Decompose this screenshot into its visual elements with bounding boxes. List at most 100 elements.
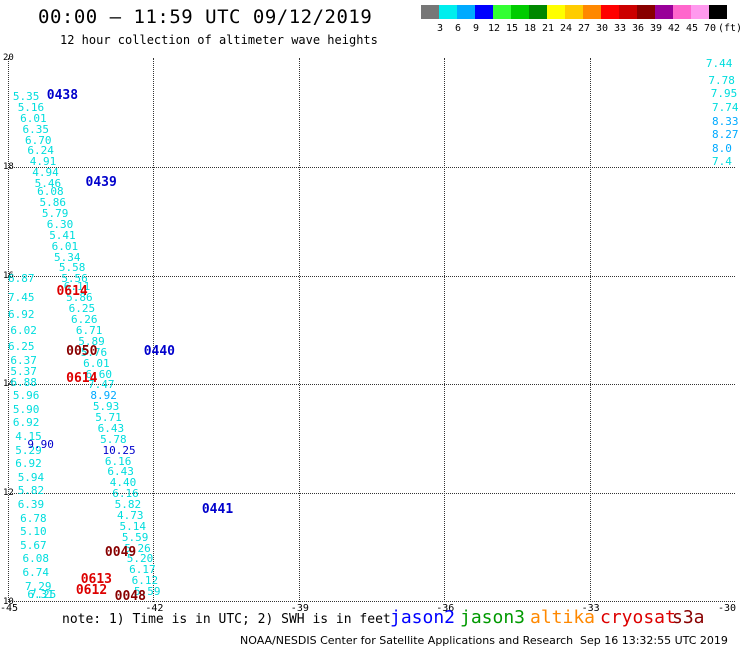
wave-height-value: 6.78 bbox=[20, 511, 47, 525]
color-scale-label: 9 bbox=[472, 23, 480, 34]
wave-height-value: 5.20 bbox=[126, 552, 154, 566]
wave-height-value: 5.16 bbox=[17, 100, 45, 114]
lon-tick-label: -36 bbox=[436, 603, 455, 614]
satellite-legend-item: jason2 bbox=[390, 607, 456, 628]
lat-tick-label: 12 bbox=[3, 488, 14, 499]
page-subtitle: 12 hour collection of altimeter wave hei… bbox=[60, 33, 378, 47]
lat-tick-label: 18 bbox=[3, 161, 14, 172]
wave-height-value: 8.0 bbox=[712, 141, 732, 155]
color-swatch bbox=[673, 5, 691, 19]
generated-timestamp: Sep 16 13:32:55 UTC 2019 bbox=[580, 634, 728, 647]
wave-height-value: 6.39 bbox=[17, 498, 45, 512]
wave-height-value: 5.46 bbox=[34, 177, 62, 191]
color-swatch bbox=[619, 5, 637, 19]
wave-height-value: 6.88 bbox=[10, 375, 37, 389]
pass-time-label: 0614 bbox=[66, 370, 98, 386]
wave-height-value: 7.4 bbox=[712, 155, 732, 169]
color-swatch bbox=[691, 5, 709, 19]
lon-tick-label: -39 bbox=[290, 603, 309, 614]
wave-height-value: 7.47 bbox=[87, 378, 115, 392]
wave-height-value: 5.34 bbox=[54, 250, 81, 264]
wave-height-value: 6.12 bbox=[131, 574, 159, 588]
lat-tick-label: 10 bbox=[3, 597, 14, 607]
color-scale-label: 24 bbox=[559, 23, 573, 34]
wave-height-value: 6.17 bbox=[129, 563, 156, 577]
wave-height-value: 5.56 bbox=[61, 272, 88, 286]
wave-height-value: 6.16 bbox=[112, 487, 139, 501]
wave-height-value: 8.33 bbox=[712, 114, 739, 128]
color-scale-label: 36 bbox=[631, 23, 645, 34]
color-scale-label: 12 bbox=[487, 23, 501, 34]
wave-height-value: 5.78 bbox=[100, 432, 127, 446]
wave-height-value: 6.08 bbox=[37, 185, 64, 199]
color-swatch bbox=[457, 5, 475, 19]
wave-height-value: 6.87 bbox=[8, 272, 35, 286]
pass-time-label: 0050 bbox=[66, 343, 98, 359]
satellite-legend-item: s3a bbox=[672, 607, 705, 628]
wave-height-value: 5.71 bbox=[95, 411, 122, 425]
wave-height-value: 8.27 bbox=[712, 128, 739, 142]
wave-height-value: 8.92 bbox=[90, 389, 117, 403]
wave-height-value: 5.86 bbox=[66, 291, 93, 305]
wave-height-value: 7.78 bbox=[708, 73, 735, 87]
color-scale-label: 70 bbox=[703, 23, 717, 34]
pass-time-label: 0048 bbox=[114, 588, 146, 604]
wave-height-value: 5.58 bbox=[58, 261, 86, 275]
wave-height-value: 7.25 bbox=[29, 588, 57, 601]
wave-height-value: 6.01 bbox=[83, 356, 110, 370]
pass-time-label: 0614 bbox=[56, 283, 88, 299]
wave-height-value: 6.71 bbox=[75, 324, 103, 337]
wave-height-value: 6.24 bbox=[27, 144, 54, 158]
pass-time-label: 0440 bbox=[143, 343, 176, 359]
wave-height-value: 7.44 bbox=[705, 57, 733, 71]
wave-height-value: 5.76 bbox=[80, 345, 108, 359]
wave-height-value: 6.01 bbox=[51, 239, 79, 253]
grid-line bbox=[8, 384, 735, 386]
wave-height-value: 5.37 bbox=[10, 364, 37, 378]
pass-time-label: 0439 bbox=[85, 175, 117, 191]
color-scale-label: 27 bbox=[577, 23, 591, 34]
wave-height-value: 4.40 bbox=[109, 476, 137, 490]
wave-height-value: 9.90 bbox=[27, 438, 54, 452]
wave-height-value: 5.82 bbox=[17, 484, 45, 498]
grid-line bbox=[8, 166, 735, 168]
wave-height-value: 6.08 bbox=[22, 552, 50, 566]
map-frame bbox=[8, 58, 735, 602]
wave-height-value: 6.25 bbox=[68, 302, 96, 316]
color-scale-label: 42 bbox=[667, 23, 681, 34]
wave-height-value: 7.95 bbox=[710, 87, 738, 101]
color-swatch bbox=[637, 5, 655, 19]
wave-height-value: 5.67 bbox=[20, 538, 47, 552]
wave-height-value: 5.86 bbox=[39, 196, 67, 210]
grid-line bbox=[8, 275, 735, 277]
wave-height-value: 5.82 bbox=[114, 498, 142, 512]
wave-height-value: 7.74 bbox=[712, 100, 739, 114]
pass-time-label: 0438 bbox=[46, 88, 79, 104]
color-swatch bbox=[529, 5, 547, 19]
grid-line bbox=[298, 58, 300, 602]
wave-height-value: 6.37 bbox=[10, 353, 37, 367]
wave-height-value: 5.41 bbox=[49, 228, 76, 242]
footer-note: note: 1) Time is in UTC; 2) SWH is in fe… bbox=[62, 612, 391, 627]
lat-tick-label: 16 bbox=[3, 270, 14, 281]
color-swatch bbox=[493, 5, 511, 19]
color-scale-label: (ft) bbox=[718, 23, 740, 34]
wave-height-value: 5.89 bbox=[78, 334, 105, 348]
wave-height-value: 6.43 bbox=[97, 421, 125, 435]
grid-line bbox=[8, 493, 735, 495]
wave-height-value: 6.92 bbox=[12, 416, 40, 430]
wave-height-value: 5.96 bbox=[12, 389, 40, 403]
grid-line bbox=[589, 58, 591, 602]
color-swatch bbox=[511, 5, 529, 19]
wave-height-value: 5.90 bbox=[12, 402, 40, 416]
color-scale-label: 39 bbox=[649, 23, 663, 34]
satellite-legend-item: altika bbox=[530, 607, 596, 628]
color-scale-label: 21 bbox=[541, 23, 555, 34]
wave-height-value: 5.29 bbox=[15, 443, 42, 457]
lon-tick-label: -30 bbox=[718, 603, 737, 614]
wave-height-value: 6.35 bbox=[22, 122, 50, 136]
wave-height-value: 6.01 bbox=[20, 111, 47, 125]
lon-tick-label: -42 bbox=[145, 603, 164, 614]
pass-time-label: 0613 bbox=[80, 572, 112, 588]
wave-height-value: 4.91 bbox=[29, 155, 57, 169]
